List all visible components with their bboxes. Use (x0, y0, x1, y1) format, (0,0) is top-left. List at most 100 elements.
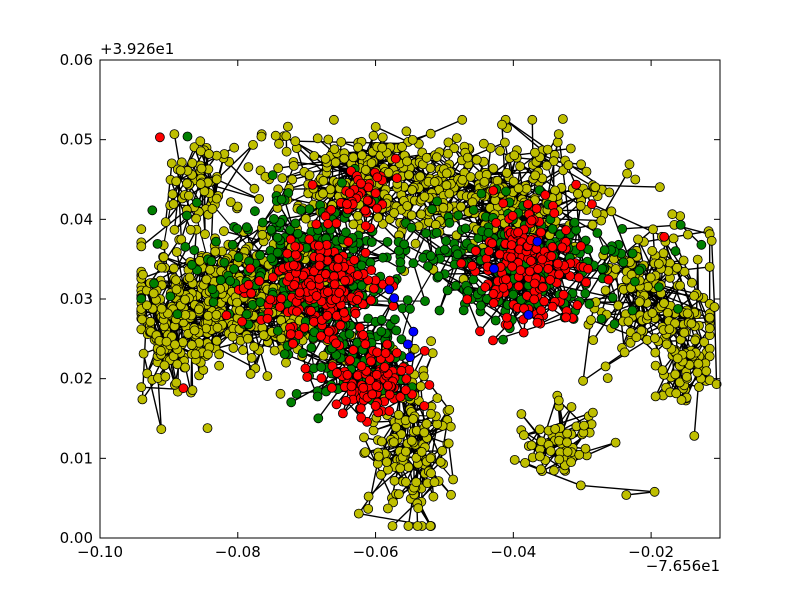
point-s0-344 (211, 335, 222, 346)
point-s0-817 (429, 177, 440, 187)
point-s0-592 (348, 219, 359, 230)
point-s0-165 (214, 360, 225, 371)
point-s0-808 (604, 187, 615, 198)
point-s0-1460 (160, 217, 171, 228)
point-s2-346 (506, 240, 517, 251)
point-s0-1206 (373, 451, 384, 462)
point-s0-981 (668, 233, 679, 244)
point-s2-13 (282, 248, 293, 259)
point-s1-351 (453, 210, 464, 221)
point-s0-1190 (363, 491, 374, 502)
point-s0-888 (575, 200, 586, 211)
point-s1-29 (257, 217, 268, 228)
point-s1-581 (344, 329, 355, 340)
point-s0-1063 (689, 290, 700, 301)
point-s0-274 (158, 252, 169, 263)
y-tick-label-2: 0.02 (60, 370, 93, 388)
point-s0-1351 (159, 360, 170, 371)
x-tick-label-0: −0.10 (77, 543, 123, 561)
point-s0-1339 (180, 362, 191, 373)
point-s0-1445 (200, 229, 210, 240)
point-s0-1175 (421, 418, 432, 429)
edge-line-2146 (400, 308, 411, 340)
point-s0-1121 (393, 409, 404, 420)
point-s2-462 (371, 369, 382, 380)
point-s0-569 (329, 144, 340, 155)
point-s0-752 (548, 156, 559, 167)
y-offset-label: +3.926e1 (100, 40, 174, 58)
point-s2-116 (331, 218, 342, 229)
point-s0-519 (325, 184, 336, 195)
point-s3-0 (402, 339, 413, 350)
point-s0-616 (290, 136, 301, 147)
point-s0-1081 (359, 432, 369, 443)
point-s2-222 (498, 198, 509, 209)
point-s0-1403 (679, 327, 690, 338)
point-s1-446 (442, 285, 453, 296)
point-s2-97 (340, 275, 350, 286)
point-s1-325 (584, 299, 595, 309)
point-s0-882 (456, 201, 466, 212)
point-s0-1451 (185, 224, 196, 235)
point-s0-984 (600, 285, 611, 296)
point-s0-1411 (676, 395, 687, 405)
point-s1-592 (617, 223, 628, 234)
point-s0-272 (227, 331, 238, 342)
point-s2-464 (380, 348, 391, 359)
edge-line-1108 (140, 209, 188, 247)
point-s2-20 (221, 310, 232, 321)
point-s0-1141 (391, 422, 402, 433)
point-s2-195 (288, 338, 298, 349)
point-s1-112 (340, 227, 351, 238)
x-tick-label-2: −0.06 (353, 543, 399, 561)
point-s0-576 (318, 175, 329, 186)
point-s2-404 (358, 330, 369, 340)
point-s1-497 (389, 314, 400, 325)
point-s1-131 (211, 236, 221, 247)
point-s2-514 (322, 218, 333, 229)
point-s1-389 (427, 204, 438, 215)
point-s0-1488 (195, 179, 206, 189)
point-s2-244 (480, 282, 491, 293)
point-s1-220 (267, 170, 278, 181)
point-s1-410 (450, 280, 461, 291)
point-s2-360 (557, 242, 568, 253)
point-s0-690 (485, 143, 496, 153)
point-s2-523 (587, 199, 597, 210)
point-s1-471 (444, 217, 455, 228)
point-s0-1407 (685, 349, 696, 360)
point-s2-52 (254, 276, 265, 286)
point-s0-1068 (610, 263, 621, 274)
point-s1-585 (286, 397, 297, 408)
point-s1-176 (181, 210, 192, 221)
point-s0-833 (576, 159, 586, 170)
point-s2-366 (513, 227, 523, 238)
point-s2-95 (384, 275, 395, 286)
point-s2-471 (382, 380, 393, 391)
point-s2-353 (537, 254, 547, 265)
point-s0-1494 (202, 423, 213, 434)
point-s1-144 (266, 253, 277, 264)
point-s0-745 (478, 138, 489, 149)
point-s1-355 (408, 258, 419, 269)
point-s0-906 (406, 210, 417, 221)
point-s0-581 (373, 212, 384, 223)
point-s2-430 (342, 369, 353, 380)
point-s0-904 (582, 188, 592, 199)
point-s0-1062 (600, 361, 611, 372)
point-s0-1457 (167, 189, 178, 200)
point-s1-228 (268, 213, 279, 224)
point-s2-500 (362, 195, 373, 206)
point-s0-1178 (403, 462, 414, 473)
point-s1-23 (165, 291, 176, 302)
point-s0-1420 (681, 371, 692, 382)
point-s1-480 (569, 217, 580, 228)
point-s2-385 (395, 392, 406, 402)
point-s0-1269 (550, 424, 561, 434)
point-s1-18 (255, 250, 266, 261)
point-s0-1181 (428, 491, 439, 502)
point-s2-453 (372, 347, 383, 358)
point-s0-898 (515, 161, 525, 172)
point-s3-7 (532, 236, 543, 247)
point-s1-244 (356, 280, 367, 291)
